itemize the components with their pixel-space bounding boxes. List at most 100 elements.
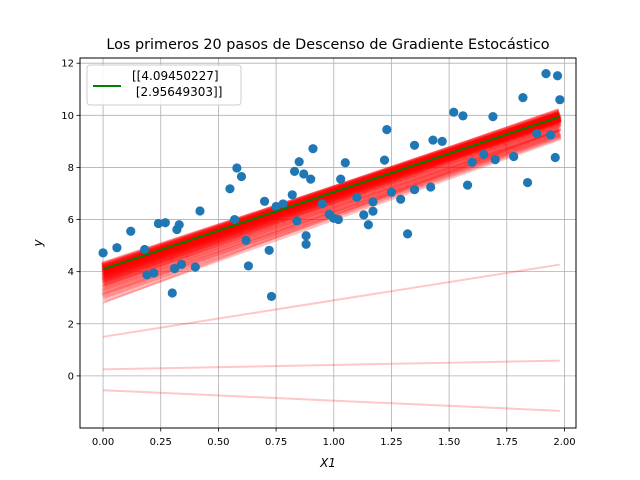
data-point <box>490 155 500 165</box>
x-tick-label: 2.00 <box>553 437 575 448</box>
data-point <box>259 196 270 206</box>
data-point <box>266 291 277 302</box>
legend-entry-line2: [2.95649303]] <box>132 85 222 99</box>
y-tick-label: 6 <box>68 215 74 226</box>
data-point <box>112 243 122 253</box>
y-tick-label: 12 <box>61 59 74 70</box>
chart-title: Los primeros 20 pasos de Descenso de Gra… <box>106 37 549 53</box>
data-point <box>458 111 468 121</box>
data-point <box>467 157 477 167</box>
x-tick-label: 0.00 <box>92 437 114 448</box>
x-tick-label: 0.75 <box>265 437 287 448</box>
data-point <box>336 174 346 184</box>
sgd-step-line <box>101 117 562 282</box>
sgd-step-line <box>103 359 560 371</box>
x-tick-label: 1.75 <box>496 437 518 448</box>
data-point <box>428 135 438 145</box>
data-point <box>289 166 300 176</box>
data-point <box>409 184 420 195</box>
data-point <box>552 71 563 81</box>
data-point <box>306 174 316 184</box>
sgd-step-line <box>103 389 560 412</box>
data-point <box>229 214 240 225</box>
data-point <box>532 128 542 139</box>
data-point <box>160 218 170 228</box>
sgd-step-line <box>101 110 562 272</box>
x-axis-ticks: 0.00 0.25 0.50 0.75 1.00 1.25 1.50 1.75 2.00 <box>92 428 576 448</box>
data-point <box>437 136 447 146</box>
data-point <box>301 231 311 241</box>
data-point <box>518 93 528 103</box>
grid <box>80 58 576 428</box>
sgd-step-line <box>101 110 562 273</box>
plot-frame <box>79 57 577 429</box>
data-point <box>241 235 251 245</box>
data-point <box>317 199 327 209</box>
y-tick-label: 2 <box>68 319 74 330</box>
x-axis-label: X1 <box>319 456 336 470</box>
data-point <box>449 107 459 117</box>
legend: [[4.09450227] [2.95649303]] <box>86 64 242 106</box>
data-point <box>541 69 551 79</box>
x-tick-label: 0.25 <box>150 437 172 448</box>
sgd-step-line <box>101 112 562 278</box>
y-axis-label: y <box>31 239 45 248</box>
data-point <box>176 259 187 269</box>
sgd-step-line <box>101 112 562 283</box>
data-point <box>308 144 318 154</box>
data-point <box>522 177 533 188</box>
data-point <box>167 288 177 298</box>
data-point <box>368 206 378 216</box>
sgd-step-line <box>101 112 562 287</box>
data-point <box>294 157 304 167</box>
data-point <box>271 201 281 212</box>
data-point <box>195 206 205 216</box>
data-point <box>363 220 373 230</box>
data-point <box>368 197 378 207</box>
data-point <box>462 180 473 190</box>
legend-box <box>86 64 242 106</box>
data-point <box>174 220 184 230</box>
sgd-step-line <box>101 116 562 284</box>
data-point <box>396 194 406 204</box>
data-point <box>190 262 200 272</box>
data-point <box>264 245 274 255</box>
y-tick-label: 8 <box>68 163 74 174</box>
y-tick-label: 0 <box>68 371 74 382</box>
data-point <box>488 112 498 122</box>
data-point <box>409 140 420 150</box>
y-tick-label: 4 <box>68 267 74 278</box>
x-tick-label: 1.00 <box>323 437 345 448</box>
data-point <box>359 210 369 220</box>
data-point <box>379 155 390 165</box>
data-point <box>546 130 556 140</box>
x-tick-label: 1.25 <box>380 437 402 448</box>
data-point <box>142 270 152 280</box>
data-point <box>382 125 392 135</box>
data-point <box>292 216 302 226</box>
y-axis-ticks: 0 2 4 6 8 10 12 <box>61 59 80 382</box>
data-point <box>479 149 489 160</box>
sgd-step-line <box>102 263 561 338</box>
x-tick-label: 0.50 <box>207 437 229 448</box>
data-points <box>98 69 565 302</box>
data-point <box>287 190 297 200</box>
data-point <box>301 239 311 249</box>
sgd-step-line <box>101 115 562 279</box>
data-point <box>232 163 242 173</box>
data-point <box>243 261 254 271</box>
data-point <box>98 248 108 258</box>
sgd-step-line <box>101 114 562 281</box>
sgd-step-line <box>101 113 562 276</box>
legend-entry-line1: [[4.09450227] <box>132 69 219 83</box>
data-point <box>236 171 247 182</box>
data-point <box>402 229 413 239</box>
data-point <box>169 263 180 274</box>
data-point <box>509 151 519 162</box>
final-fit-line <box>102 115 561 271</box>
data-point <box>278 199 288 209</box>
data-point <box>333 214 343 225</box>
data-point <box>426 182 436 192</box>
data-point <box>153 218 164 229</box>
